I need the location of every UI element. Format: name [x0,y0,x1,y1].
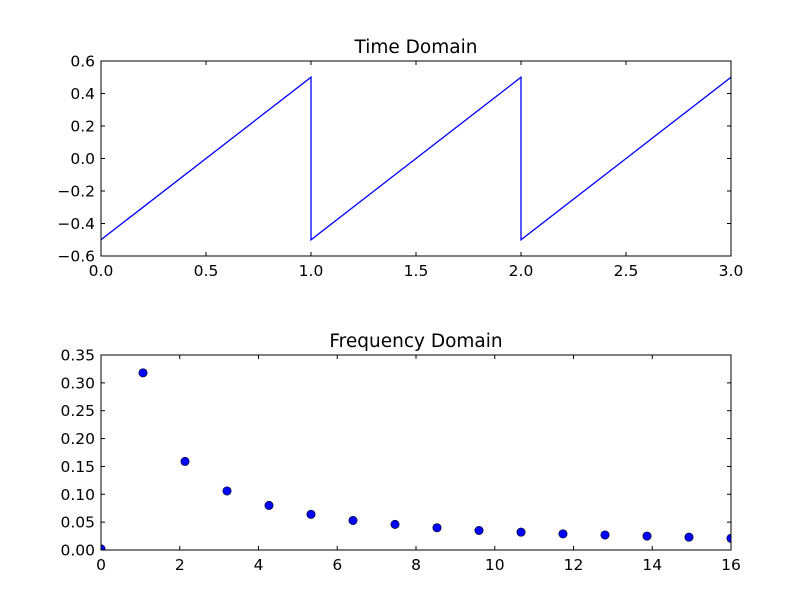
time-domain-axes-frame [100,60,732,257]
frequency-domain-data-point [516,527,526,537]
frequency-domain-y-tick-label: 0.00 [60,542,95,560]
frequency-domain-y-tick-label: 0.35 [60,347,95,365]
frequency-domain-data-point [684,532,694,542]
frequency-domain-data-point [474,525,484,535]
frequency-domain-title: Frequency Domain [329,331,502,352]
frequency-domain-y-tick-label: 0.30 [60,374,95,392]
frequency-domain-data-point [642,531,652,541]
frequency-domain-ticks: 0 2 4 6 8 10 12 14 16 0.00 0.05 0.10 0.15 0.20 0.25 0.3… [60,347,740,575]
frequency-domain-x-tick-label: 12 [564,556,584,574]
frequency-domain-x-tick-label: 16 [721,556,741,574]
time-domain-y-tick-label: 0.6 [70,53,95,71]
frequency-domain-x-tick-label: 4 [254,556,264,574]
time-domain-x-tick-label: 2.5 [614,262,639,280]
frequency-domain-x-tick-label: 10 [485,556,505,574]
frequency-domain-data-point [222,486,232,496]
frequency-domain-y-tick-label: 0.10 [60,486,95,504]
time-domain-y-tick-label: 0.2 [70,118,95,136]
frequency-domain-data-point [138,368,148,378]
time-domain-title: Time Domain [354,37,478,58]
frequency-domain-data-point [432,523,442,533]
frequency-domain-y-tick-label: 0.25 [60,402,95,420]
frequency-domain-data-point [264,500,274,510]
frequency-domain-chart: Frequency Domain 0 2 4 6 8 10 12 14 16 0.00 0.05 0.… [60,331,740,574]
time-domain-ticks: 0.0 0.5 1.0 1.5 2.0 2.5 3.0 −0.6 −0.4 −0.2 0.0 0.2 0… [57,53,743,281]
frequency-domain-y-tick-label: 0.20 [60,430,95,448]
frequency-domain-axes-frame [100,354,732,551]
frequency-domain-x-tick-label: 8 [411,556,421,574]
frequency-domain-data-point [558,529,568,539]
frequency-domain-data-point [600,530,610,540]
time-domain-x-tick-label: 0.5 [194,262,219,280]
time-domain-x-tick-label: 2.0 [509,262,534,280]
time-domain-x-tick-label: 1.5 [404,262,429,280]
time-domain-y-tick-label: 0.4 [70,85,95,103]
frequency-domain-data-point [390,519,400,529]
time-domain-x-tick-label: 3.0 [719,262,744,280]
time-domain-plot-area [101,75,731,242]
time-domain-y-tick-label: −0.4 [57,215,95,233]
time-domain-x-tick-label: 0.0 [89,262,114,280]
frequency-domain-y-tick-label: 0.05 [60,514,95,532]
time-domain-y-tick-label: −0.6 [57,248,95,266]
time-domain-x-tick-label: 1.0 [299,262,324,280]
frequency-domain-x-tick-label: 6 [332,556,342,574]
time-domain-y-tick-label: 0.0 [70,150,95,168]
frequency-domain-x-tick-label: 2 [175,556,185,574]
time-domain-series-line [101,75,731,242]
frequency-domain-x-tick-label: 14 [642,556,662,574]
frequency-domain-data-point [180,456,190,466]
time-domain-y-tick-label: −0.2 [57,183,95,201]
frequency-domain-x-tick-label: 0 [96,556,106,574]
frequency-domain-y-tick-label: 0.15 [60,458,95,476]
frequency-domain-data-point [348,515,358,525]
frequency-domain-data-point [306,509,316,519]
time-domain-chart: Time Domain 0.0 0.5 1.0 1.5 2.0 2.5 3.0 −0.6 −0.… [57,37,743,280]
